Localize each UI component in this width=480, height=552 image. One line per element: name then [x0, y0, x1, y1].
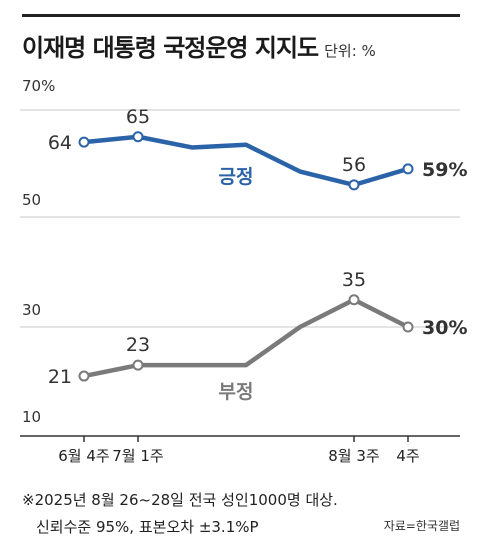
footnote-line-2: 신뢰수준 95%, 표본오차 ±3.1%P — [36, 518, 259, 536]
y-tick-label: 30 — [22, 301, 41, 319]
title-row: 이재명 대통령 국정운영 지지도 단위: % — [22, 28, 376, 63]
approve-value-label: 65 — [126, 106, 150, 128]
approve-series-name: 긍정 — [219, 166, 254, 188]
disapprove-value-label: 30% — [422, 317, 467, 339]
disapprove-point — [348, 294, 360, 306]
disapprove-point — [132, 359, 144, 371]
label-layer: 64 65 56 59% 긍정 21 23 35 30% 부정 — [48, 106, 468, 403]
x-tick-label: 8월 3주 — [328, 447, 379, 465]
y-tick-label: 10 — [22, 408, 41, 426]
disapprove-point — [78, 370, 90, 382]
disapprove-point — [402, 321, 414, 333]
footnote-line-1: ※2025년 8월 26~28일 전국 성인1000명 대상. — [22, 491, 338, 509]
top-rule — [22, 14, 460, 17]
approve-point — [402, 163, 414, 175]
y-axis: 70% 50 30 10 — [22, 77, 55, 426]
chart-title: 이재명 대통령 국정운영 지지도 — [22, 34, 319, 62]
disapprove-value-label: 35 — [342, 269, 366, 291]
approve-point — [348, 179, 360, 191]
y-tick-label: 70% — [22, 77, 55, 95]
x-axis: 6월 4주 7월 1주 8월 3주 4주 — [20, 435, 460, 465]
disapprove-series-name: 부정 — [219, 381, 254, 403]
source-label: 자료=한국갤럽 — [383, 519, 460, 533]
footnote: ※2025년 8월 26~28일 전국 성인1000명 대상. 신뢰수준 95%… — [22, 487, 338, 541]
unit-label: 단위: % — [324, 42, 376, 60]
x-tick-label: 4주 — [396, 447, 419, 465]
disapprove-value-label: 21 — [48, 366, 72, 388]
approve-value-label: 56 — [342, 154, 366, 176]
approve-value-label: 64 — [48, 132, 72, 154]
disapprove-value-label: 23 — [126, 334, 150, 356]
y-tick-label: 50 — [22, 191, 41, 209]
approve-point — [78, 136, 90, 148]
x-tick-label: 7월 1주 — [112, 447, 163, 465]
approve-value-label: 59% — [422, 159, 467, 181]
approve-point — [132, 131, 144, 143]
series-layer — [78, 131, 414, 382]
x-tick-label: 6월 4주 — [58, 447, 109, 465]
